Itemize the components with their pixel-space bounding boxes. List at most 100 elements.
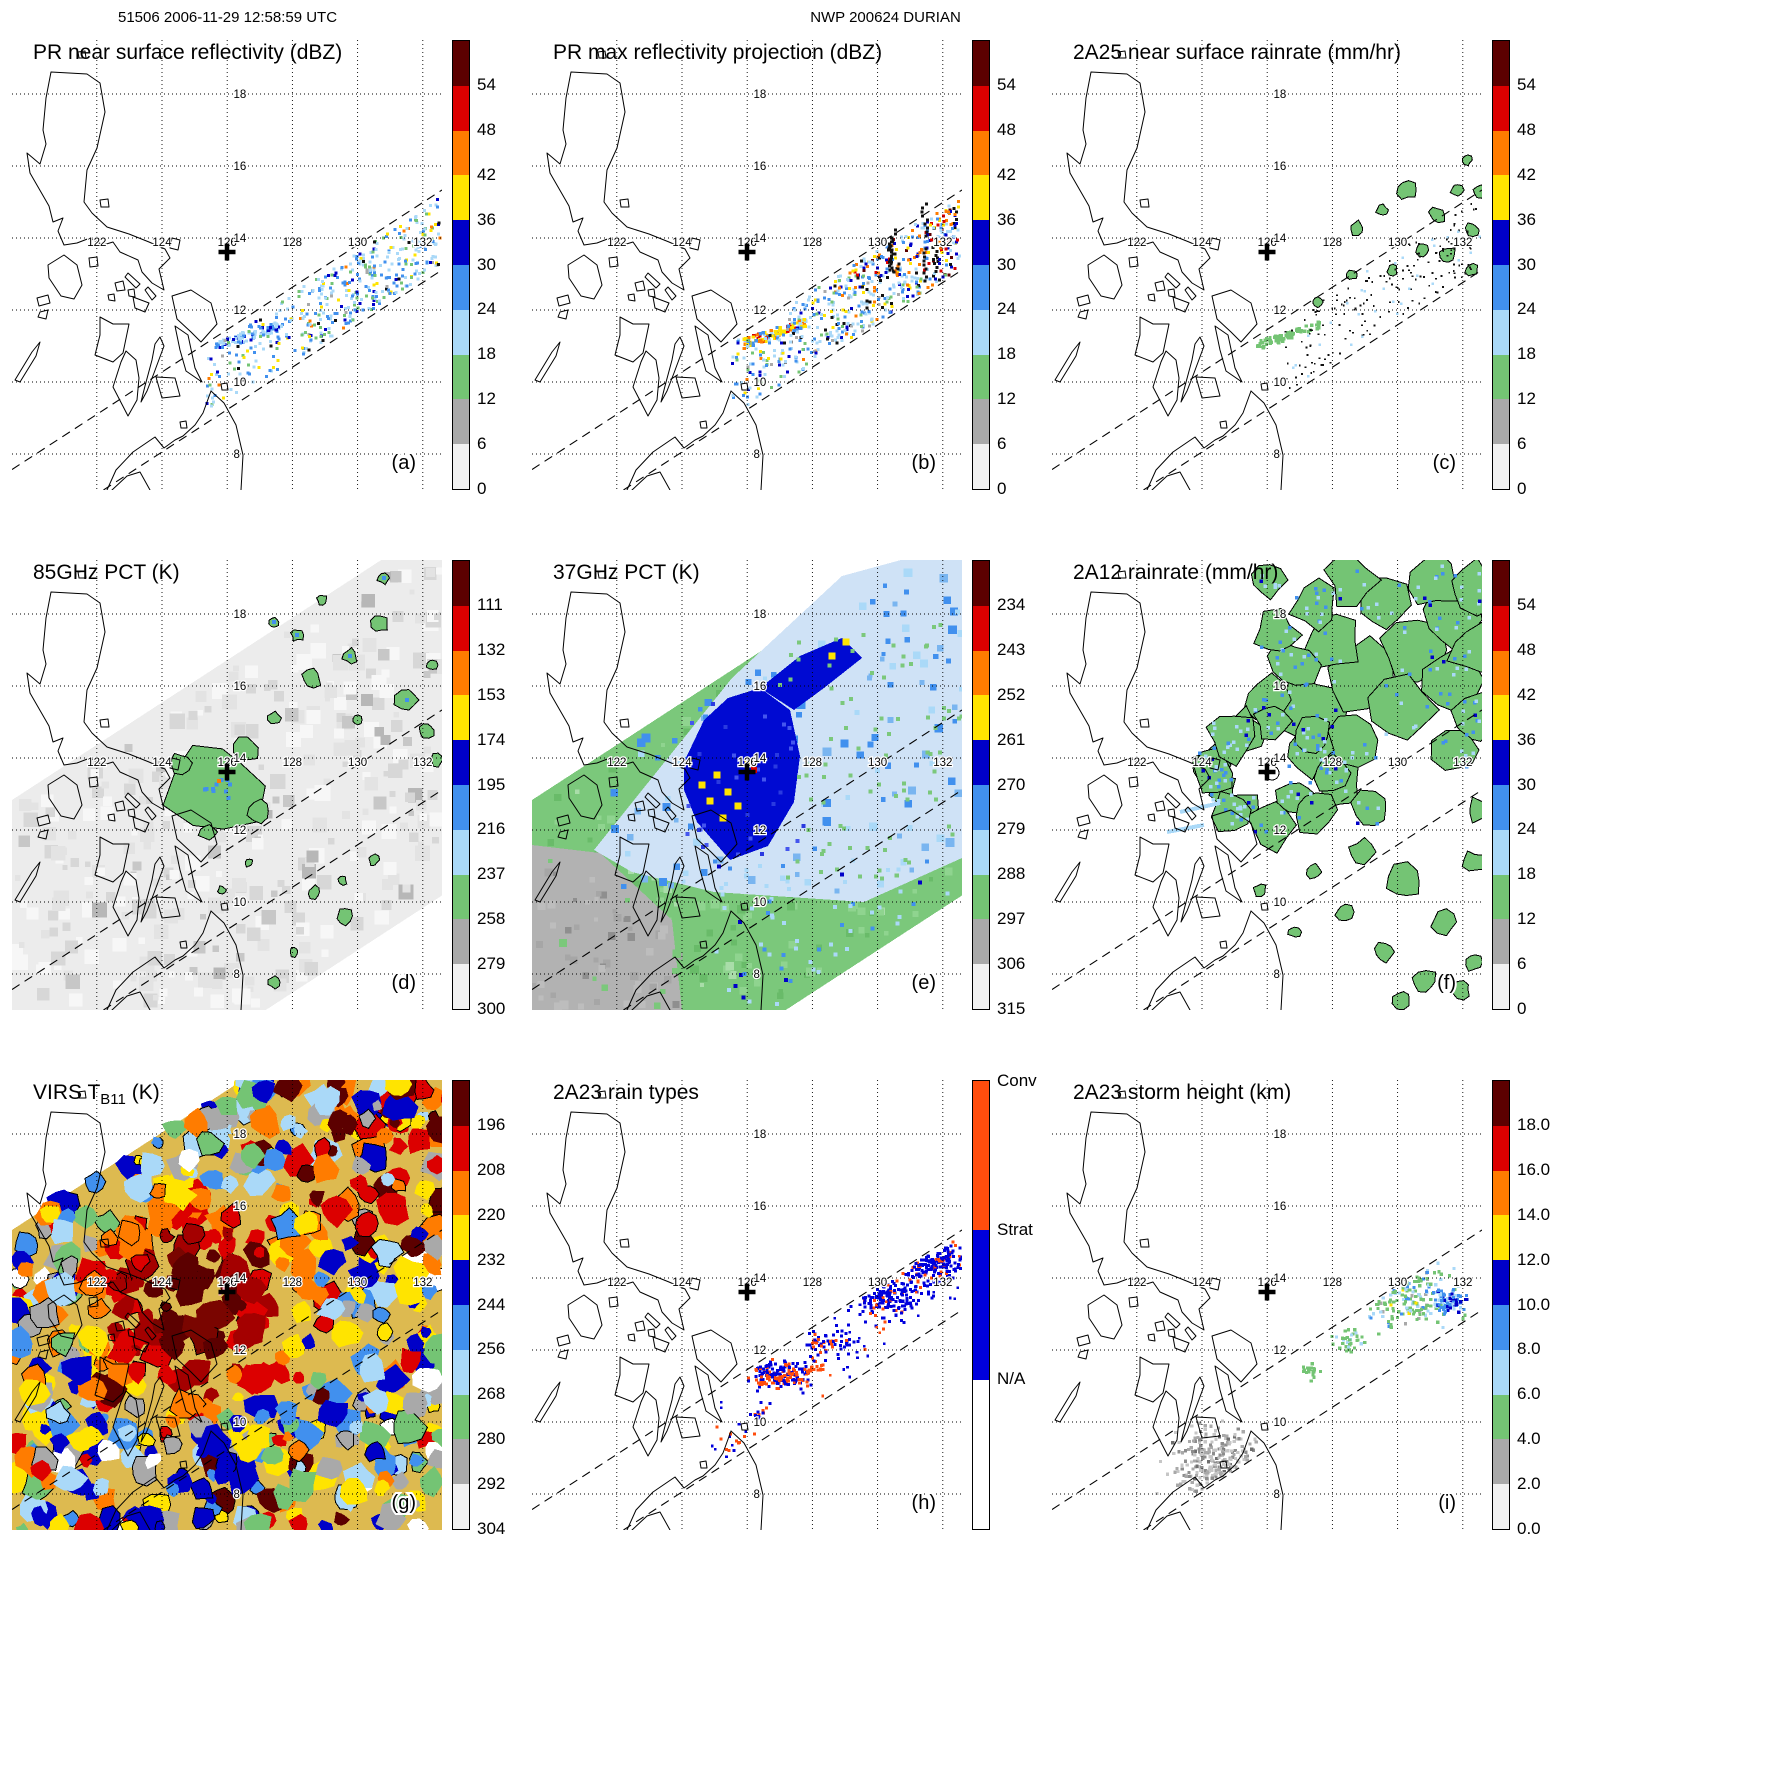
- lon-label: 128: [283, 237, 302, 249]
- colorbar-tick-label: 0: [997, 478, 1007, 498]
- colorbar-tick-label: 54: [1517, 595, 1536, 615]
- panel-title-h: 2A23 rain types: [553, 1081, 699, 1105]
- lon-label: 130: [1388, 1277, 1407, 1289]
- colorbar-segment: [973, 740, 989, 785]
- colorbar-tick-label: 315: [997, 998, 1026, 1018]
- lat-label: 12: [754, 825, 767, 837]
- panel-title-a: PR near surface reflectivity (dBZ): [33, 41, 342, 65]
- colorbar-segment: [1493, 1170, 1509, 1216]
- lon-label: 126: [218, 237, 237, 249]
- lon-label: 130: [868, 1277, 887, 1289]
- colorbar-tick-label: 6: [1517, 433, 1527, 453]
- colorbar-segment: [453, 650, 469, 696]
- lat-label: 18: [754, 1129, 767, 1141]
- graticule: [532, 560, 962, 1010]
- lon-label: 122: [87, 237, 106, 249]
- colorbar-tick-label: 6: [997, 433, 1007, 453]
- lon-label: 132: [1453, 237, 1472, 249]
- map-d: 122 124 126 128 130 132 18 16 14 12 10 8 (d): [12, 560, 442, 1010]
- lat-label: 18: [1274, 89, 1287, 101]
- colorbar-tick-label: 12: [1517, 908, 1536, 928]
- colorbar-segment: [453, 964, 469, 1009]
- graticule: [1052, 40, 1482, 490]
- colorbar-tick-label: 234: [997, 595, 1026, 615]
- colorbar-segment: [973, 220, 989, 265]
- colorbar-tick-label: 10.0: [1517, 1294, 1551, 1314]
- lon-label: 132: [933, 1277, 952, 1289]
- colorbar-tick-label: 4.0: [1517, 1428, 1541, 1448]
- colorbar-segment: [453, 919, 469, 965]
- colorbar-tick-label: 268: [477, 1384, 506, 1404]
- lat-label: 12: [754, 1345, 767, 1357]
- colorbar-tick-label: 6: [477, 433, 487, 453]
- panel-title-i: 2A23 storm height (km): [1073, 1081, 1291, 1105]
- colorbar-tick-label: 220: [477, 1204, 506, 1224]
- lon-label: 128: [803, 237, 822, 249]
- colorbar-tick-label: 48: [997, 120, 1016, 140]
- colorbar-b: [972, 40, 990, 490]
- colorbar-tick-label: 256: [477, 1339, 506, 1359]
- colorbar-segment: [1493, 1260, 1509, 1305]
- colorbar-segment: [973, 1379, 989, 1529]
- panel-letter: (g): [392, 1492, 416, 1514]
- colorbar-tick-label: 153: [477, 684, 506, 704]
- colorbar-tick-label: 261: [997, 729, 1026, 749]
- storm-center-marker: [738, 243, 756, 261]
- colorbar-tick-label: 24: [1517, 299, 1536, 319]
- title-text: 37GHz PCT (K): [553, 561, 700, 584]
- storm-center-marker: [1258, 1283, 1276, 1301]
- colorbar-segment: [973, 695, 989, 741]
- colorbar-segment: [973, 561, 989, 606]
- panel-title-b: PR max reflectivity projection (dBZ): [553, 41, 882, 65]
- lat-label: 8: [754, 969, 760, 981]
- title-text: 2A25 near surface rainrate (mm/hr): [1073, 41, 1401, 64]
- colorbar-tick-label: 36: [477, 209, 496, 229]
- colorbar-segment: [1493, 561, 1509, 606]
- colorbar-tick-label: 243: [997, 640, 1026, 660]
- colorbar-tick-label: 300: [477, 998, 506, 1018]
- colorbar-segment: [453, 784, 469, 830]
- lat-label: 8: [234, 449, 240, 461]
- panel-i: 2A23 storm height (km) 122 124 126 128 130 132…: [1052, 1050, 1572, 1570]
- lat-label: 10: [754, 1417, 767, 1429]
- data-field: [1155, 1261, 1469, 1496]
- colorbar-d: [452, 560, 470, 1010]
- swath-boundary-lines: [12, 1229, 442, 1530]
- colorbar-tick-label: 270: [997, 774, 1026, 794]
- lat-label: 8: [234, 1489, 240, 1501]
- colorbar-tick-label: 12: [477, 388, 496, 408]
- colorbar-segment: [453, 130, 469, 176]
- colorbar-segment: [453, 220, 469, 265]
- lon-label: 128: [803, 1277, 822, 1289]
- panel-letter: (f): [1437, 972, 1456, 994]
- coastline: [1054, 570, 1284, 1010]
- colorbar-segment: [453, 605, 469, 651]
- lat-label: 18: [234, 609, 247, 621]
- lat-label: 16: [234, 681, 247, 693]
- lat-label: 12: [234, 305, 247, 317]
- panel-title-e: 37GHz PCT (K): [553, 561, 700, 585]
- lon-label: 124: [152, 1277, 172, 1289]
- colorbar-segment: [973, 784, 989, 830]
- lon-label: 130: [868, 757, 887, 769]
- graticule: [12, 40, 442, 490]
- lat-label: 12: [754, 305, 767, 317]
- map-g: 122 124 126 128 130 132 18 16 14 12 10 8 (g): [12, 1080, 442, 1530]
- lon-label: 124: [1192, 1277, 1212, 1289]
- grid-labels: 122 124 126 128 130 132 18 16 14 12 10 8: [1126, 608, 1474, 983]
- panel-title-f: 2A12 rainrate (mm/hr): [1073, 561, 1278, 585]
- swath-boundary-lines: [532, 1229, 962, 1530]
- colorbar-segment: [1493, 919, 1509, 965]
- lat-label: 10: [754, 897, 767, 909]
- colorbar-category-label: Conv: [997, 1071, 1037, 1090]
- colorbar-tick-label: 258: [477, 908, 506, 928]
- colorbar-tick-label: 30: [1517, 774, 1536, 794]
- colorbar-tick-label: 18: [1517, 864, 1536, 884]
- colorbar-segment: [453, 85, 469, 131]
- panel-letter: (c): [1433, 452, 1456, 474]
- colorbar-segment: [453, 175, 469, 221]
- colorbar-tick-label: 0: [1517, 998, 1527, 1018]
- colorbar-tick-label: 48: [477, 120, 496, 140]
- lon-label: 130: [348, 237, 367, 249]
- lat-label: 14: [754, 233, 767, 245]
